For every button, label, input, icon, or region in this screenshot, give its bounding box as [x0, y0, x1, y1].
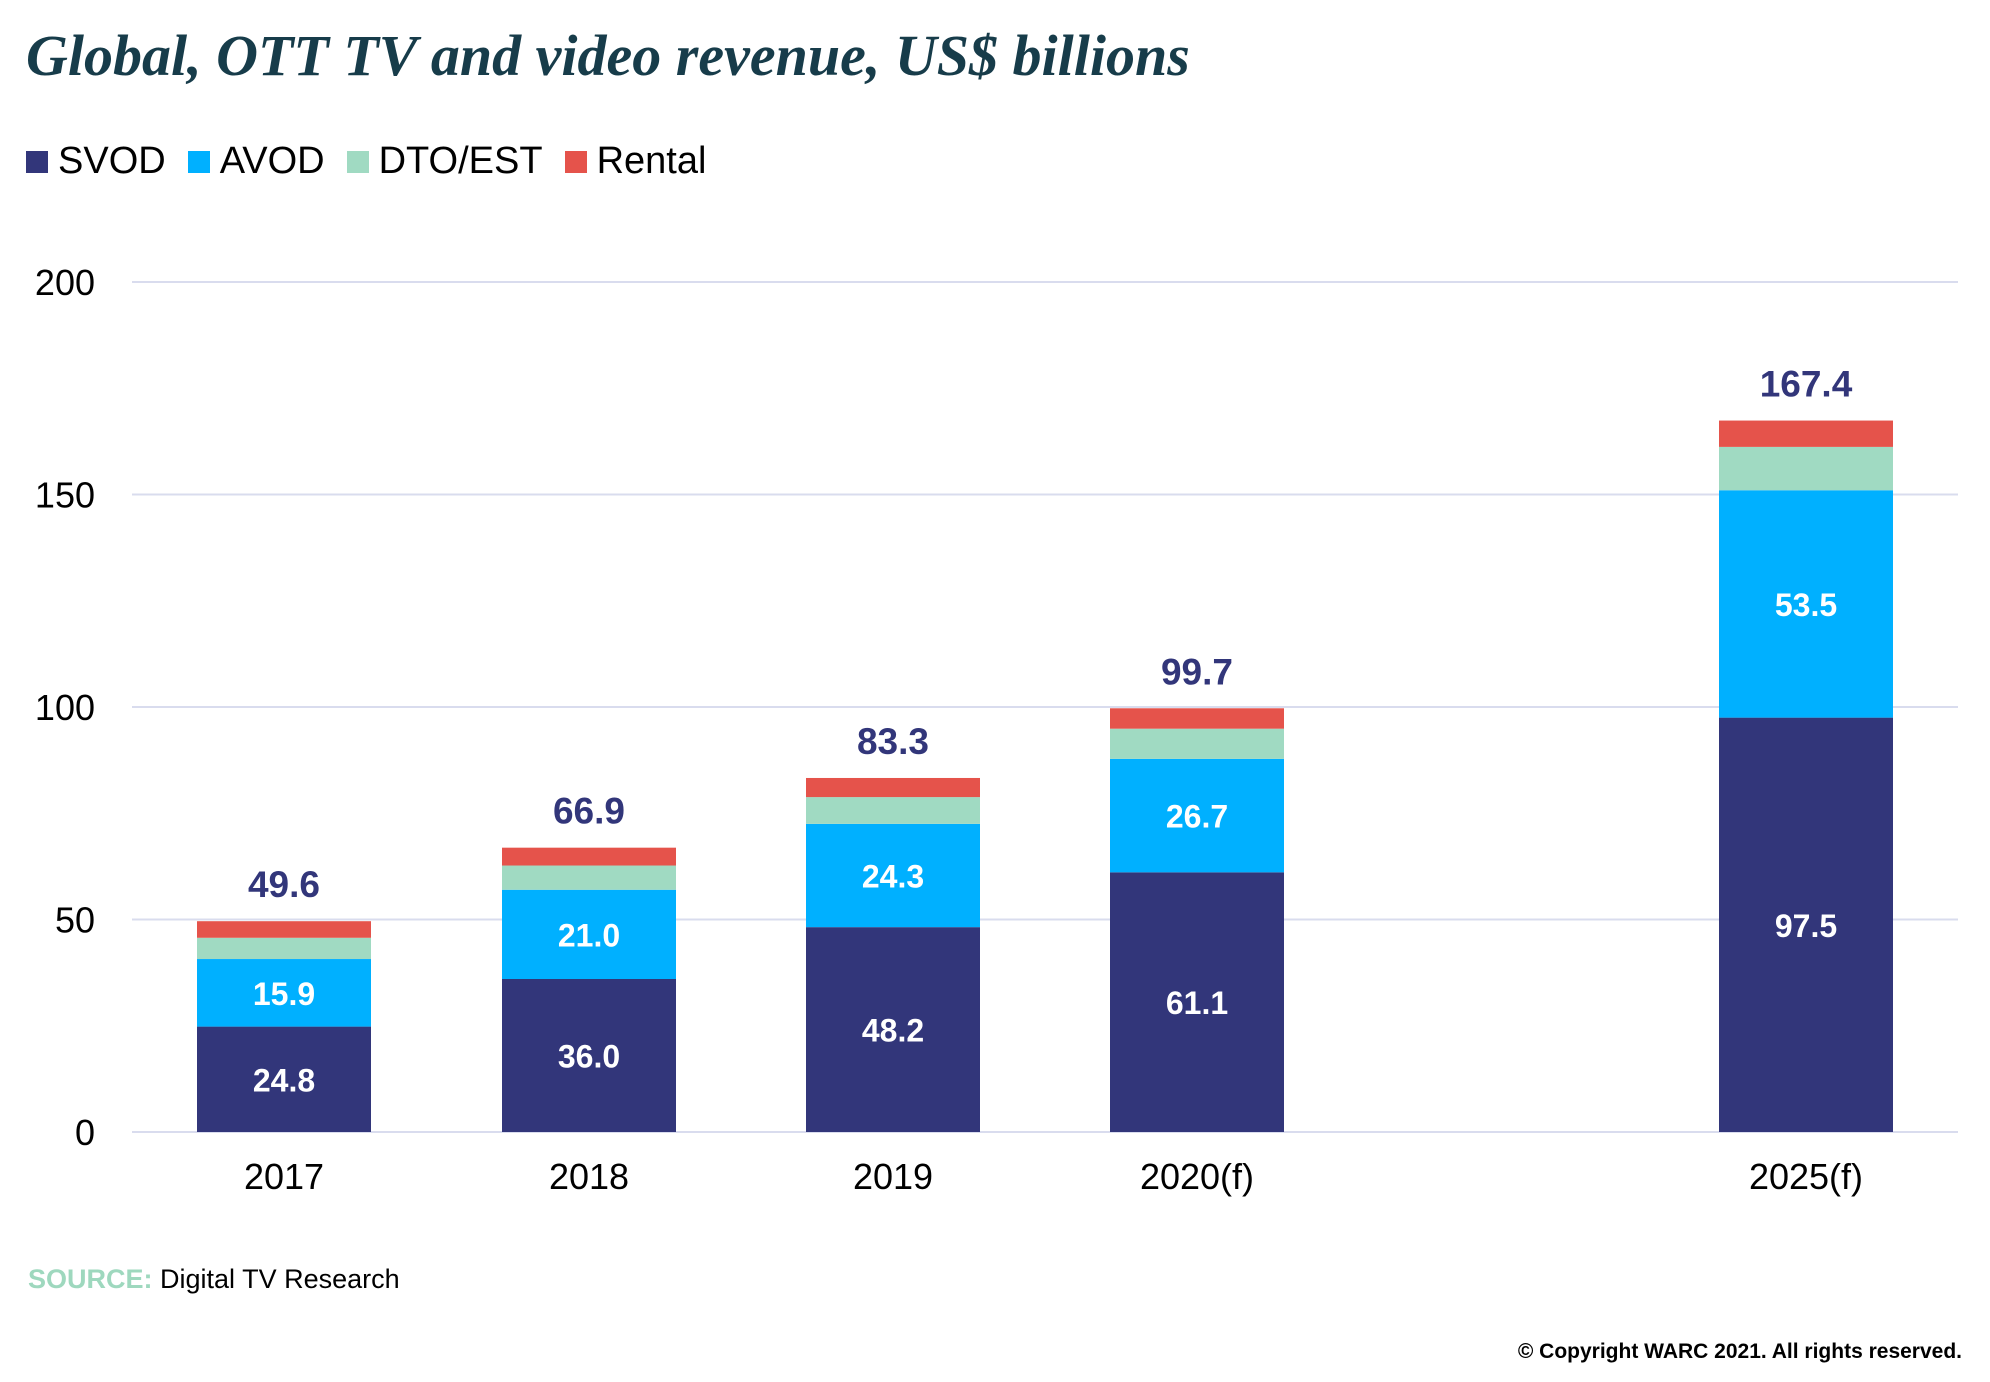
data-label-svod: 24.8	[253, 1062, 315, 1098]
data-label-avod: 24.3	[862, 859, 924, 895]
y-tick-label: 150	[35, 475, 95, 516]
x-tick-label: 2017	[244, 1156, 324, 1197]
legend-label-dto-est: DTO/EST	[378, 140, 543, 182]
chart-plot-area: 0 50 100 150 200 24.8 15.9 49.6 2017 36.0 21.0 66.9…	[35, 262, 1958, 1197]
legend-swatch-svod	[26, 150, 48, 173]
bar-rental-2	[806, 777, 980, 798]
bar-avod-3	[1110, 758, 1284, 873]
legend-label-rental: Rental	[596, 140, 707, 182]
legend-item-avod: AVOD	[187, 140, 325, 183]
chart-legend: SVOD AVOD DTO/EST Rental	[26, 140, 728, 183]
data-label-avod: 21.0	[558, 917, 620, 953]
legend-item-svod: SVOD	[26, 140, 166, 183]
bar-rental-0	[197, 921, 371, 938]
copyright-notice: © Copyright WARC 2021. All rights reserv…	[1517, 1340, 1962, 1363]
bar-avod-0	[197, 959, 371, 1027]
x-tick-label: 2019	[853, 1156, 933, 1197]
data-label-svod: 97.5	[1775, 908, 1837, 944]
data-label-svod: 48.2	[862, 1013, 924, 1049]
x-tick-label: 2025(f)	[1749, 1156, 1863, 1197]
chart-title: Global, OTT TV and video revenue, US$ bi…	[26, 23, 1190, 88]
data-label-avod: 53.5	[1775, 587, 1837, 623]
bar-avod-2	[806, 823, 980, 928]
legend-swatch-rental	[564, 150, 587, 173]
x-tick-label: 2018	[549, 1156, 629, 1197]
total-label: 167.4	[1760, 364, 1853, 405]
bar-dto-est-3	[1110, 728, 1284, 759]
legend-item-rental: Rental	[564, 140, 707, 183]
legend-swatch-dto-est	[346, 150, 369, 173]
legend-item-dto-est: DTO/EST	[346, 140, 543, 183]
x-tick-label: 2020(f)	[1140, 1156, 1254, 1197]
bar-rental-1	[502, 847, 676, 866]
data-label-svod: 61.1	[1166, 985, 1228, 1021]
bar-rental-3	[1110, 708, 1284, 729]
bar-svod-4	[1719, 717, 1893, 1132]
data-label-avod: 15.9	[253, 976, 315, 1012]
y-tick-label: 100	[35, 687, 95, 728]
bar-svod-2	[806, 927, 980, 1132]
bar-svod-3	[1110, 872, 1284, 1132]
source-label: SOURCE:	[28, 1264, 153, 1294]
bar-dto-est-1	[502, 865, 676, 890]
total-label: 99.7	[1161, 651, 1233, 692]
legend-label-svod: SVOD	[58, 140, 166, 182]
bar-avod-1	[502, 889, 676, 979]
bar-svod-1	[502, 979, 676, 1132]
y-tick-label: 0	[75, 1112, 95, 1153]
data-label-svod: 36.0	[558, 1039, 620, 1075]
y-tick-label: 200	[35, 262, 95, 303]
source-text: Digital TV Research	[160, 1264, 400, 1294]
bar-avod-4	[1719, 490, 1893, 718]
legend-label-avod: AVOD	[219, 140, 325, 182]
bar-dto-est-0	[197, 937, 371, 960]
bar-dto-est-2	[806, 797, 980, 824]
y-tick-label: 50	[55, 900, 95, 941]
bar-rental-4	[1719, 420, 1893, 447]
bar-dto-est-4	[1719, 446, 1893, 491]
source-note: SOURCE: Digital TV Research	[28, 1264, 400, 1295]
data-label-avod: 26.7	[1166, 799, 1228, 835]
bar-svod-0	[197, 1026, 371, 1132]
total-label: 49.6	[248, 864, 320, 905]
total-label: 66.9	[553, 791, 625, 832]
legend-swatch-avod	[187, 150, 210, 173]
total-label: 83.3	[857, 721, 929, 762]
